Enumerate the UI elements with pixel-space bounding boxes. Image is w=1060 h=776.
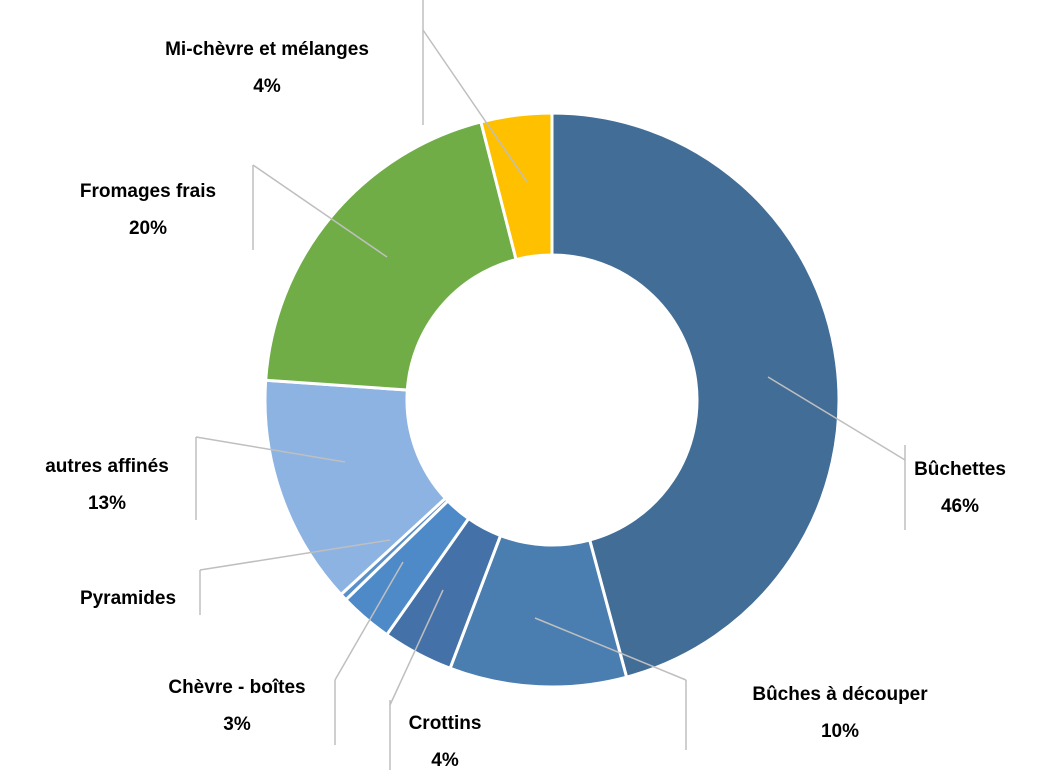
- leader-line: [252, 164, 388, 258]
- value-label: 10%: [821, 721, 859, 742]
- value-label: 46%: [941, 496, 979, 517]
- donut-slice: [264, 120, 518, 392]
- donut-slice: [550, 111, 841, 679]
- slice-label: Mi-chèvre et mélanges: [165, 39, 369, 60]
- donut-slice: [479, 111, 554, 262]
- value-label: 20%: [129, 218, 167, 239]
- slice-label: Chèvre - boîtes: [168, 677, 305, 698]
- leader-line: [195, 436, 346, 463]
- slice-label: Bûches à découper: [752, 684, 928, 705]
- leader-line: [767, 376, 906, 461]
- leader-line: [199, 539, 391, 571]
- slice-label: Crottins: [409, 713, 482, 734]
- value-label: 13%: [88, 493, 126, 514]
- donut-slice: [263, 378, 448, 597]
- leader-line: [422, 29, 528, 183]
- slice-label: Fromages frais: [80, 181, 216, 202]
- leader-line: [334, 561, 404, 681]
- leader-line: [534, 617, 687, 681]
- value-label: 4%: [431, 750, 459, 771]
- leader-line: [389, 589, 444, 706]
- slice-label: Pyramides: [80, 588, 176, 609]
- value-label: 4%: [253, 76, 281, 97]
- slice-label: autres affinés: [45, 456, 169, 477]
- slice-label: Bûchettes: [914, 459, 1006, 480]
- value-label: 3%: [223, 714, 251, 735]
